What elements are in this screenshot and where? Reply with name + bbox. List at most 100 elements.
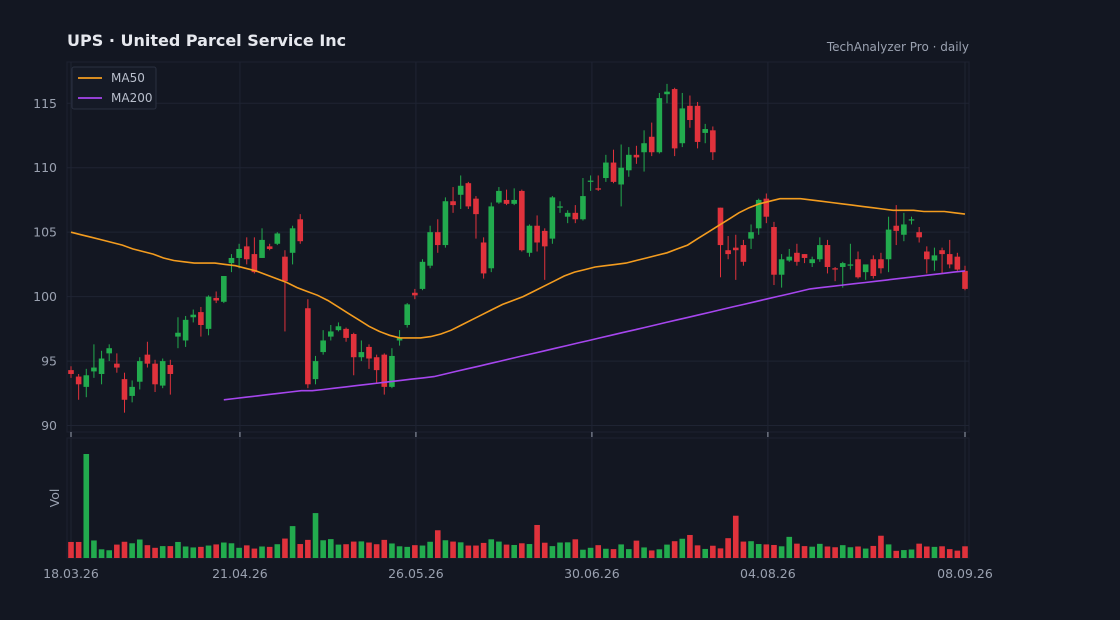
volume-bar	[801, 546, 808, 558]
volume-bar	[595, 545, 602, 558]
grid-lines	[67, 62, 969, 558]
volume-bar	[534, 524, 540, 558]
volume-bar	[809, 546, 815, 558]
volume-bar	[572, 539, 579, 558]
candle	[633, 145, 640, 164]
candle	[182, 315, 189, 347]
candle-body	[824, 245, 831, 267]
candle	[725, 236, 731, 260]
candle-body	[289, 228, 296, 253]
volume-axis-label: Vol	[47, 489, 62, 508]
candle-body	[603, 162, 609, 179]
candle-body	[266, 246, 273, 249]
candle-body	[740, 245, 747, 262]
y-tick-label: 100	[33, 289, 57, 304]
candle-body	[396, 337, 403, 341]
candle	[572, 205, 579, 224]
volume-bar	[473, 545, 479, 558]
candle	[587, 175, 594, 191]
candle	[190, 309, 197, 323]
x-tick-label: 08.09.26	[937, 566, 993, 581]
volume-bar	[434, 530, 441, 558]
candle	[610, 149, 617, 184]
candle-body	[190, 314, 197, 318]
candle	[198, 306, 204, 337]
candle	[839, 261, 846, 288]
candle	[595, 175, 602, 191]
volume-bar	[427, 541, 433, 558]
candle	[91, 344, 97, 378]
volume-bar	[404, 546, 411, 558]
volume-bar	[251, 548, 258, 558]
candle	[305, 299, 311, 389]
candle	[297, 214, 304, 244]
candle	[106, 344, 113, 362]
ma50-line	[70, 197, 966, 339]
candle	[923, 246, 930, 274]
volume-bar	[350, 541, 357, 558]
candle	[679, 92, 686, 148]
candle-body	[855, 259, 861, 278]
candle	[809, 256, 815, 267]
candle-body	[580, 196, 586, 220]
candle-body	[633, 154, 640, 158]
candle	[496, 187, 502, 204]
candle	[908, 216, 915, 225]
candle	[664, 83, 670, 104]
candle-body	[511, 199, 517, 204]
y-tick-label: 110	[33, 160, 57, 175]
candle-body	[243, 246, 250, 260]
candle-body	[595, 188, 602, 190]
candle-body	[710, 130, 716, 153]
x-tick-label: 04.08.26	[740, 566, 796, 581]
volume-bar	[679, 538, 686, 558]
candle-body	[450, 201, 456, 206]
candle-body	[228, 257, 235, 264]
candle	[878, 252, 884, 274]
candle	[75, 373, 82, 400]
candle-body	[213, 297, 219, 301]
candle	[419, 259, 426, 291]
candle-body	[656, 98, 663, 153]
candle-body	[358, 352, 365, 358]
candle-body	[954, 256, 961, 270]
volume-bar	[633, 540, 640, 558]
candle	[259, 228, 265, 258]
candle-body	[427, 232, 433, 266]
candle-body	[541, 230, 548, 247]
volume-bar	[259, 546, 265, 558]
volume-bar	[702, 548, 709, 558]
candle	[870, 255, 877, 279]
candle-body	[901, 224, 907, 235]
candle-body	[503, 199, 510, 204]
candle-body	[159, 361, 166, 386]
candle-body	[350, 334, 357, 358]
volume-bar	[519, 543, 525, 558]
candle-body	[771, 227, 777, 275]
candle	[159, 358, 166, 389]
candle-body	[121, 379, 128, 400]
volume-bar	[488, 539, 495, 558]
volume-bar	[419, 545, 426, 558]
candle	[511, 188, 517, 206]
candle	[450, 187, 456, 213]
candles	[68, 83, 968, 413]
candle-body	[98, 358, 105, 374]
volume-bar	[771, 544, 777, 558]
candle	[282, 250, 288, 332]
candle	[335, 322, 342, 332]
volume-bar	[916, 543, 922, 558]
volume-bar	[98, 549, 105, 558]
volume-bar	[381, 539, 388, 558]
candle	[794, 243, 800, 266]
candle-body	[878, 259, 884, 269]
candle-body	[182, 319, 189, 341]
y-tick-label: 105	[33, 225, 57, 240]
volume-bar	[794, 543, 800, 558]
volume-bar	[511, 544, 517, 558]
candle-body	[129, 386, 135, 396]
volume-bar	[129, 543, 135, 558]
volume-bar	[694, 545, 701, 558]
volume-bar	[725, 538, 731, 558]
candle	[221, 276, 227, 304]
